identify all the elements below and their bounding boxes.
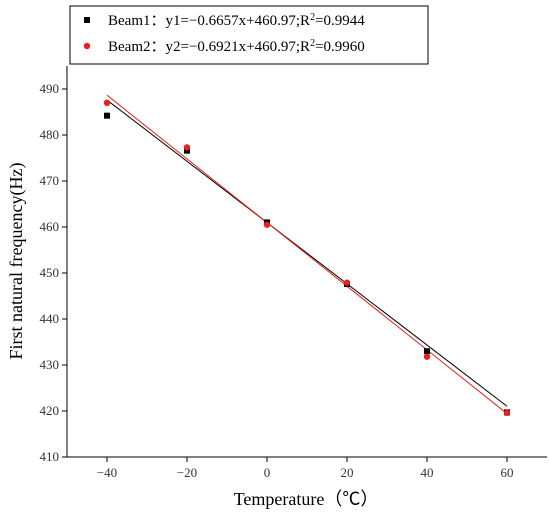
legend-series-name: Beam2： (108, 39, 166, 55)
fit-line-beam2 (106, 94, 508, 414)
y-tick-label: 470 (40, 173, 60, 188)
y-tick-label: 450 (40, 265, 60, 280)
legend-r2: =0.9960 (315, 39, 365, 55)
legend-label: Beam1：y1=−0.6657x+460.97;R2=0.9944 (108, 12, 365, 30)
data-point-beam1 (424, 348, 430, 355)
x-tick-label: 0 (264, 465, 271, 480)
axes (66, 66, 547, 458)
x-tick-label: −20 (177, 465, 197, 480)
y-axis-title: First natural frequency(Hz) (6, 163, 27, 360)
fit-lines (106, 94, 508, 414)
data-point-beam2 (503, 409, 511, 417)
data-point-beam2 (183, 144, 191, 151)
data-point-beam2 (423, 353, 431, 360)
legend-r2: =0.9944 (315, 13, 365, 29)
data-point-beam2 (343, 279, 351, 286)
ticks: −40 −20 0 20 40 60 410 420 430 440 450 460 470 480 490 (40, 81, 514, 480)
legend-box (69, 5, 429, 65)
data-point-beam1 (104, 112, 110, 119)
x-tick-label: 20 (341, 465, 354, 480)
y-tick-label: 490 (40, 81, 60, 96)
data-point-beam1 (184, 147, 190, 154)
legend-equation: y2=−0.6921x+460.97;R (166, 39, 311, 55)
legend-marker (83, 42, 91, 50)
y-tick-label: 410 (40, 449, 60, 464)
y-tick-label: 460 (40, 219, 60, 234)
y-tick-label: 430 (40, 357, 60, 372)
x-tick-label: 60 (501, 465, 514, 480)
data-point-beam2 (103, 99, 111, 107)
legend-superscript: 2 (310, 12, 315, 23)
x-tick-label: −40 (97, 465, 117, 480)
data-points (103, 99, 511, 417)
legend-label: Beam2：y2=−0.6921x+460.97;R2=0.9960 (108, 38, 365, 56)
x-axis-title: Temperature（℃） (234, 489, 379, 509)
fit-line-beam1 (106, 99, 508, 407)
x-tick-label: 40 (421, 465, 434, 480)
data-point-beam2 (263, 221, 271, 228)
legend-series-name: Beam1： (108, 13, 166, 29)
legend-marker (84, 17, 90, 23)
legend-superscript: 2 (310, 38, 315, 49)
y-tick-label: 440 (40, 311, 60, 326)
legend-equation: y1=−0.6657x+460.97;R (166, 13, 311, 29)
y-tick-label: 480 (40, 127, 60, 142)
legend: Beam1：y1=−0.6657x+460.97;R2=0.9944Beam2：… (69, 5, 429, 65)
y-tick-label: 420 (40, 403, 60, 418)
